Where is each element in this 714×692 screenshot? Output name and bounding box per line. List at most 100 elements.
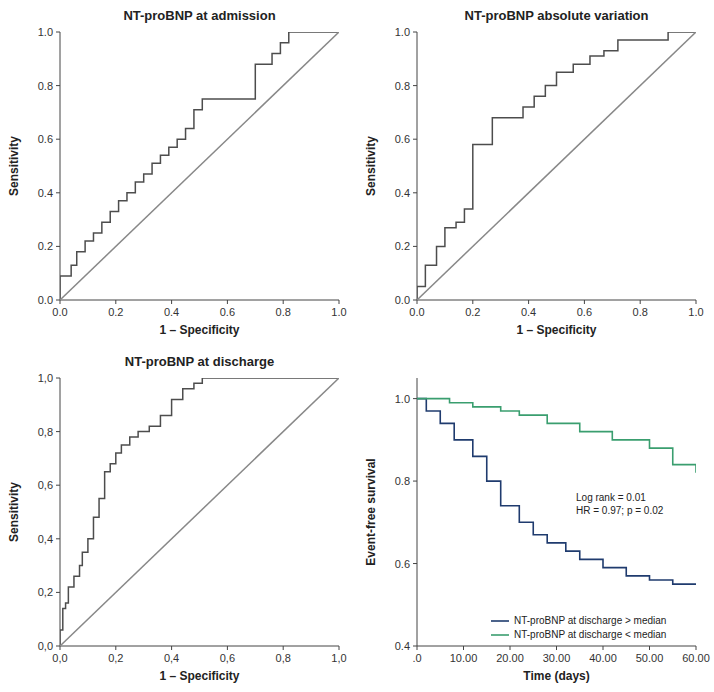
x-tick — [696, 300, 697, 304]
title: NT-proBNP at discharge — [125, 354, 274, 369]
y-tick-label: 1.0 — [395, 393, 410, 405]
line — [417, 32, 696, 300]
x-tick — [283, 646, 284, 650]
y-tick — [56, 378, 60, 379]
x-tick-label: 40.00 — [589, 652, 617, 664]
y-tick — [413, 139, 417, 140]
x-tick-label: 0.2 — [108, 306, 123, 318]
y-tick-label: 0,4 — [38, 533, 53, 545]
x-axis-line — [417, 300, 696, 301]
x-tick — [640, 300, 641, 304]
x-tick-label: 1.0 — [331, 306, 346, 318]
line — [60, 378, 339, 646]
y-tick-label: 0.4 — [395, 640, 410, 652]
x-tick-label: 0.0 — [52, 306, 67, 318]
x-tick-label: 0,0 — [52, 652, 67, 664]
y-tick — [56, 538, 60, 539]
x-axis-line — [60, 646, 339, 647]
y-axis-label: Sensitivity — [7, 482, 21, 542]
line — [60, 32, 339, 300]
x-tick — [417, 646, 418, 650]
y-tick — [56, 646, 60, 647]
x-tick — [417, 300, 418, 304]
legend: NT-proBNP at discharge > medianNT-proBNP… — [491, 615, 666, 640]
y-tick — [413, 646, 417, 647]
x-tick-label: 0.6 — [220, 306, 235, 318]
x-tick — [472, 300, 473, 304]
y-tick — [56, 431, 60, 432]
x-tick — [584, 300, 585, 304]
y-tick — [56, 485, 60, 486]
x-tick — [649, 646, 650, 650]
y-tick — [56, 300, 60, 301]
legend-swatch — [491, 634, 509, 636]
x-tick-label: 0.4 — [521, 306, 536, 318]
title: NT-proBNP at admission — [123, 8, 275, 23]
x-tick-label: 0.8 — [633, 306, 648, 318]
y-tick-label: 0.6 — [38, 133, 53, 145]
y-axis-line — [417, 32, 418, 300]
y-tick-label: 0.4 — [395, 187, 410, 199]
x-axis-label: 1 – Specificity — [159, 669, 239, 683]
x-tick-label: 1,0 — [331, 652, 346, 664]
y-tick — [413, 563, 417, 564]
x-tick-label: 1.0 — [688, 306, 703, 318]
figure: 0.0 0.2 0.4 0.6 0.8 1.0 0.0 0.2 0.4 0.6 0.8 1.0 NT-p… — [0, 0, 714, 692]
x-axis-label: 1 – Specificity — [516, 323, 596, 337]
x-tick — [60, 300, 61, 304]
y-axis-line — [60, 378, 61, 646]
y-tick — [56, 592, 60, 593]
title: NT-proBNP absolute variation — [465, 8, 649, 23]
y-tick-label: 0.6 — [395, 558, 410, 570]
x-tick-label: 0.4 — [164, 306, 179, 318]
x-tick — [510, 646, 511, 650]
x-tick-label: 0,2 — [108, 652, 123, 664]
x-tick — [171, 646, 172, 650]
line — [60, 378, 339, 646]
y-axis-label: Sensitivity — [364, 136, 378, 196]
panel: 0,00,20,40,60,81,00,00,20,40,60,81,0NT-p… — [7, 354, 347, 683]
y-tick — [56, 246, 60, 247]
x-tick-label: 0,8 — [276, 652, 291, 664]
x-tick-label: 50.00 — [636, 652, 664, 664]
legend-label: NT-proBNP at discharge > median — [514, 615, 666, 626]
x-tick — [339, 646, 340, 650]
y-tick — [413, 246, 417, 247]
x-tick-label: 0.2 — [465, 306, 480, 318]
x-tick-label: 60.00 — [682, 652, 710, 664]
x-tick — [227, 300, 228, 304]
y-tick-label: 0.8 — [38, 80, 53, 92]
x-tick — [528, 300, 529, 304]
x-axis-line — [60, 300, 339, 301]
x-tick — [603, 646, 604, 650]
x-tick-label: 0,4 — [164, 652, 179, 664]
y-tick — [56, 85, 60, 86]
plot-area — [60, 378, 339, 646]
x-tick-label: 0,6 — [220, 652, 235, 664]
x-tick — [171, 300, 172, 304]
y-tick-label: 0,2 — [38, 586, 53, 598]
legend-swatch — [491, 620, 509, 622]
x-tick-label: 0.0 — [409, 306, 424, 318]
y-tick-label: 0.2 — [395, 240, 410, 252]
annotation-line: Log rank = 0.01 — [576, 492, 646, 503]
y-tick-label: 0,6 — [38, 479, 53, 491]
y-tick-label: 0,0 — [38, 640, 53, 652]
y-tick — [56, 32, 60, 33]
x-axis-label: Time (days) — [523, 669, 589, 683]
panel: .010.0020.0030.0040.0050.0060.000.40.60.… — [364, 378, 710, 683]
plot-area — [417, 32, 696, 300]
y-tick-label: 0.8 — [395, 80, 410, 92]
x-tick — [60, 646, 61, 650]
x-tick — [339, 300, 340, 304]
x-tick — [463, 646, 464, 650]
x-tick — [556, 646, 557, 650]
y-tick-label: 1.0 — [38, 26, 53, 38]
y-tick-label: 0,8 — [38, 426, 53, 438]
x-tick-label: 30.00 — [543, 652, 571, 664]
y-axis-label: Sensitivity — [7, 136, 21, 196]
x-axis-label: 1 – Specificity — [159, 323, 239, 337]
y-axis-line — [60, 32, 61, 300]
panel: 0.00.20.40.60.81.00.00.20.40.60.81.0NT-p… — [364, 8, 704, 337]
y-axis-line — [417, 378, 418, 646]
